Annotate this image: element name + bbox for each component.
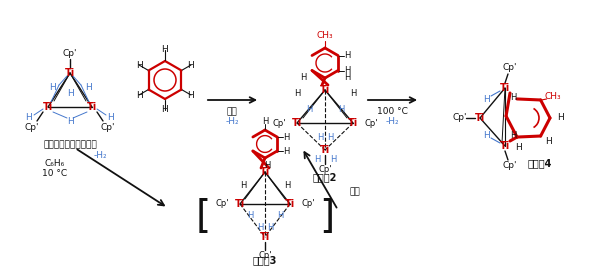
Text: H: H bbox=[314, 155, 320, 165]
Text: Cp': Cp' bbox=[453, 114, 467, 122]
Text: 化合爅2: 化合爅2 bbox=[313, 172, 337, 182]
Text: 化合爅3: 化合爅3 bbox=[253, 255, 277, 265]
Text: H: H bbox=[545, 137, 552, 145]
Text: Ti: Ti bbox=[500, 141, 510, 151]
Text: H: H bbox=[188, 60, 194, 70]
Text: Ti: Ti bbox=[65, 68, 75, 78]
Text: H: H bbox=[350, 88, 356, 98]
Text: H: H bbox=[327, 132, 333, 142]
Text: 化合爅4: 化合爅4 bbox=[528, 158, 552, 168]
Text: ]: ] bbox=[319, 198, 335, 236]
Text: H: H bbox=[49, 83, 55, 93]
Text: Cp': Cp' bbox=[318, 165, 332, 175]
Text: H: H bbox=[283, 147, 289, 155]
Text: H: H bbox=[240, 181, 246, 191]
Text: H: H bbox=[484, 94, 490, 104]
Text: Ti: Ti bbox=[260, 232, 270, 242]
Text: H: H bbox=[257, 222, 263, 232]
Text: C₆H₆: C₆H₆ bbox=[45, 158, 65, 168]
Text: H: H bbox=[247, 211, 253, 219]
Text: Ti: Ti bbox=[260, 167, 270, 177]
Text: Cp': Cp' bbox=[215, 199, 229, 209]
Text: -H₂: -H₂ bbox=[93, 150, 107, 160]
Text: H: H bbox=[344, 51, 350, 60]
Text: Ti: Ti bbox=[320, 145, 330, 155]
Text: H: H bbox=[264, 161, 270, 171]
Text: Ti: Ti bbox=[292, 118, 302, 128]
Text: H: H bbox=[344, 73, 350, 81]
Text: H: H bbox=[107, 114, 115, 122]
Text: Cp': Cp' bbox=[258, 252, 272, 260]
Text: H: H bbox=[67, 117, 73, 125]
Text: H: H bbox=[136, 91, 142, 99]
Text: 100 °C: 100 °C bbox=[377, 107, 407, 117]
Text: Cp': Cp' bbox=[503, 161, 517, 171]
Text: Ti: Ti bbox=[285, 199, 295, 209]
Text: H: H bbox=[277, 211, 283, 219]
Text: 室温: 室温 bbox=[227, 107, 238, 117]
Text: H: H bbox=[136, 60, 142, 70]
Text: H: H bbox=[67, 88, 73, 98]
Text: CH₃: CH₃ bbox=[317, 32, 334, 40]
Text: H: H bbox=[338, 106, 344, 114]
Text: [: [ bbox=[196, 198, 211, 236]
Text: H: H bbox=[283, 132, 289, 142]
Text: Ti: Ti bbox=[475, 113, 485, 123]
Text: H: H bbox=[510, 132, 516, 140]
Text: Ti: Ti bbox=[348, 118, 358, 128]
Text: H: H bbox=[317, 132, 323, 142]
Text: H: H bbox=[161, 106, 169, 114]
Text: H: H bbox=[557, 114, 563, 122]
Text: Cp': Cp' bbox=[272, 119, 286, 127]
Text: H: H bbox=[510, 94, 516, 102]
Text: Cp': Cp' bbox=[101, 124, 115, 132]
Text: H: H bbox=[188, 91, 194, 99]
Text: Cp': Cp' bbox=[63, 48, 77, 58]
Text: H: H bbox=[306, 106, 312, 114]
Text: -H₂: -H₂ bbox=[225, 117, 239, 125]
Text: -H₂: -H₂ bbox=[385, 117, 399, 125]
Text: Ti: Ti bbox=[500, 83, 510, 93]
Text: H: H bbox=[85, 83, 91, 93]
Text: H: H bbox=[267, 222, 273, 232]
Text: Cp': Cp' bbox=[503, 63, 517, 73]
Text: H: H bbox=[294, 88, 300, 98]
Text: 10 °C: 10 °C bbox=[43, 168, 68, 178]
Text: H: H bbox=[300, 73, 306, 81]
Text: H: H bbox=[161, 45, 169, 55]
Text: H: H bbox=[515, 143, 523, 152]
Text: 室温: 室温 bbox=[350, 188, 361, 196]
Text: Cp': Cp' bbox=[364, 119, 378, 127]
Text: H: H bbox=[330, 155, 336, 165]
Text: Cp': Cp' bbox=[301, 199, 315, 209]
Text: H: H bbox=[484, 130, 490, 140]
Text: CH₃: CH₃ bbox=[544, 93, 561, 101]
Text: H: H bbox=[284, 181, 290, 191]
Text: Ti: Ti bbox=[320, 85, 330, 95]
Text: H: H bbox=[262, 117, 268, 125]
Text: Ti: Ti bbox=[87, 102, 97, 112]
Text: H: H bbox=[344, 66, 350, 75]
Text: Ti: Ti bbox=[235, 199, 245, 209]
Text: Ti: Ti bbox=[43, 102, 53, 112]
Text: チタンヒドリド化合物: チタンヒドリド化合物 bbox=[43, 140, 97, 150]
Text: H: H bbox=[26, 114, 32, 122]
Text: Cp': Cp' bbox=[25, 124, 39, 132]
